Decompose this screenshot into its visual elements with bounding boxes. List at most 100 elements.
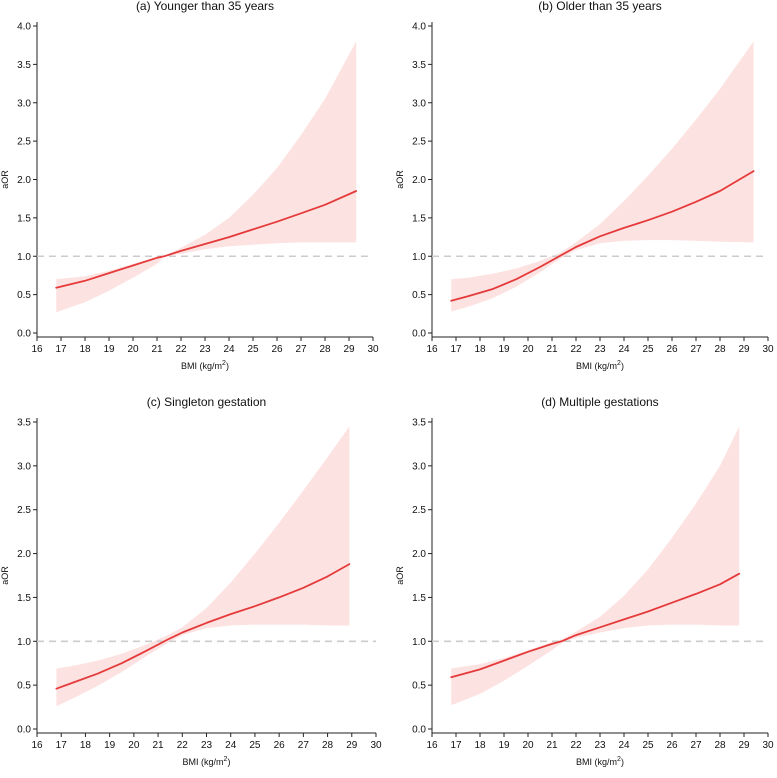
x-tick-label: 24 xyxy=(618,740,630,751)
x-tick-label: 25 xyxy=(642,344,654,355)
x-tick-label: 21 xyxy=(153,740,165,751)
y-tick-label: 2.0 xyxy=(17,549,31,560)
y-tick-label: 3.0 xyxy=(17,461,31,472)
y-tick-label: 1.5 xyxy=(17,593,31,604)
panel-title: (d) Multiple gestations xyxy=(541,395,658,409)
y-tick-label: 0.0 xyxy=(412,329,426,340)
x-tick-label: 29 xyxy=(346,740,358,751)
x-tick-label: 18 xyxy=(79,344,91,355)
x-tick-label: 23 xyxy=(199,344,211,355)
x-axis-title-superscript: 2 xyxy=(617,360,621,367)
x-tick-label: 29 xyxy=(343,344,355,355)
confidence-band xyxy=(451,426,740,706)
x-tick-label: 18 xyxy=(474,344,486,355)
confidence-band xyxy=(56,41,357,313)
x-tick-label: 21 xyxy=(546,740,558,751)
y-tick-label: 1.5 xyxy=(412,213,426,224)
panel-c: (c) Singleton gestation 0.0 0.5 1.0 1.5 2.0 2.… xyxy=(0,395,382,767)
y-tick-label: 2.5 xyxy=(412,137,426,148)
x-tick-label: 18 xyxy=(80,740,92,751)
aor-line xyxy=(450,572,741,679)
x-tick-label: 28 xyxy=(714,344,726,355)
confidence-band xyxy=(451,41,754,312)
x-tick-label: 18 xyxy=(474,740,486,751)
x-tick-label: 21 xyxy=(151,344,163,355)
x-tick-label: 22 xyxy=(570,740,582,751)
aor-line xyxy=(450,170,755,302)
x-tick-label: 21 xyxy=(546,344,558,355)
x-axis-title-end: ) xyxy=(227,757,230,767)
x-tick-label: 20 xyxy=(127,344,139,355)
x-tick-label: 20 xyxy=(128,740,140,751)
y-tick-label: 2.5 xyxy=(412,505,426,516)
y-axis-title: aOR xyxy=(395,566,405,585)
x-tick-label: 17 xyxy=(55,344,67,355)
x-tick-label: 17 xyxy=(450,740,462,751)
x-tick-label: 30 xyxy=(762,344,774,355)
x-tick-label: 19 xyxy=(103,344,115,355)
x-tick-label: 25 xyxy=(249,740,261,751)
y-tick-label: 4.0 xyxy=(17,22,31,33)
x-tick-label: 27 xyxy=(298,740,310,751)
x-tick-label: 23 xyxy=(594,740,606,751)
panel-b: (b) Older than 35 years 0.0 0.5 1.0 1.5 2.0 2.… xyxy=(395,0,774,371)
x-tick-label: 24 xyxy=(225,740,237,751)
x-tick-label: 24 xyxy=(223,344,235,355)
y-tick-label: 2.5 xyxy=(17,137,31,148)
x-axis-title-superscript: 2 xyxy=(224,756,228,763)
x-tick-label: 25 xyxy=(642,740,654,751)
x-tick-label: 16 xyxy=(31,740,43,751)
x-axis-title-text: BMI (kg/m xyxy=(576,757,617,767)
x-tick-label: 23 xyxy=(594,344,606,355)
x-tick-label: 16 xyxy=(426,740,438,751)
y-tick-label: 4.0 xyxy=(412,22,426,33)
x-axis-title-text: BMI (kg/m xyxy=(183,757,224,767)
x-tick-label: 22 xyxy=(570,344,582,355)
x-axis-title-end: ) xyxy=(226,361,229,371)
x-axis-title: BMI (kg/m2) xyxy=(576,360,624,371)
y-axis-title: aOR xyxy=(0,170,10,189)
y-tick-label: 3.0 xyxy=(17,98,31,109)
x-tick-label: 17 xyxy=(450,344,462,355)
x-tick-label: 16 xyxy=(31,344,43,355)
y-tick-label: 1.0 xyxy=(17,252,31,263)
x-tick-label: 20 xyxy=(522,740,534,751)
x-tick-label: 29 xyxy=(738,740,750,751)
x-tick-label: 19 xyxy=(498,344,510,355)
y-tick-label: 3.0 xyxy=(412,98,426,109)
x-tick-label: 24 xyxy=(618,344,630,355)
x-axis-title: BMI (kg/m2) xyxy=(183,756,231,767)
y-tick-label: 0.0 xyxy=(412,725,426,736)
x-axis-title-end: ) xyxy=(621,361,624,371)
y-tick-label: 3.5 xyxy=(17,418,31,429)
x-tick-label: 30 xyxy=(370,740,382,751)
x-axis-title-text: BMI (kg/m xyxy=(576,361,617,371)
x-tick-label: 30 xyxy=(367,344,379,355)
y-tick-label: 1.0 xyxy=(412,637,426,648)
y-tick-label: 2.0 xyxy=(412,175,426,186)
panel-title: (b) Older than 35 years xyxy=(538,0,661,13)
x-axis-title-superscript: 2 xyxy=(222,360,226,367)
panel-a: (a) Younger than 35 years 0.0 0.5 1.0 1.5 2.0… xyxy=(0,0,379,371)
y-tick-label: 0.5 xyxy=(412,681,426,692)
y-tick-label: 0.0 xyxy=(17,725,31,736)
x-axis-title-superscript: 2 xyxy=(617,756,621,763)
y-tick-label: 1.0 xyxy=(412,252,426,263)
x-tick-label: 17 xyxy=(56,740,68,751)
confidence-band xyxy=(56,426,350,707)
x-tick-label: 28 xyxy=(319,344,331,355)
y-tick-label: 3.5 xyxy=(17,60,31,71)
y-tick-label: 2.0 xyxy=(412,549,426,560)
y-tick-label: 3.0 xyxy=(412,461,426,472)
x-tick-label: 26 xyxy=(274,740,286,751)
x-tick-label: 23 xyxy=(201,740,213,751)
y-tick-label: 3.5 xyxy=(412,60,426,71)
x-axis-title-text: BMI (kg/m xyxy=(181,361,222,371)
x-tick-label: 22 xyxy=(175,344,187,355)
panel-title: (a) Younger than 35 years xyxy=(136,0,274,13)
y-tick-label: 1.5 xyxy=(17,213,31,224)
y-tick-label: 0.0 xyxy=(17,329,31,340)
x-tick-label: 26 xyxy=(666,740,678,751)
